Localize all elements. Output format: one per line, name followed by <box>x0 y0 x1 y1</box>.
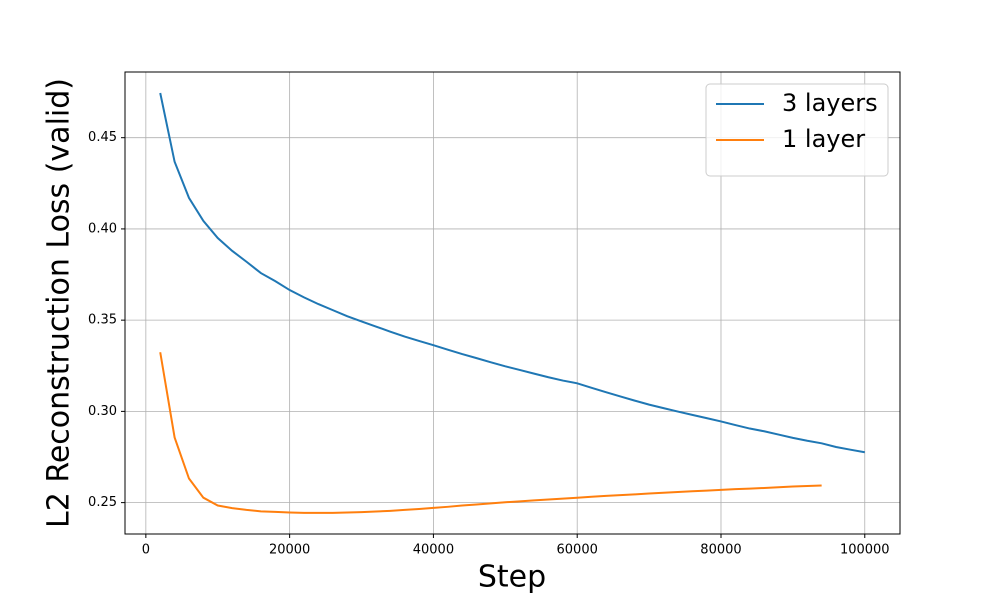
y-tick-label: 0.25 <box>88 495 117 510</box>
y-tick-label: 0.35 <box>88 313 117 328</box>
y-tick-label: 0.45 <box>88 130 117 145</box>
series-line <box>159 352 822 514</box>
x-tick-label: 0 <box>142 543 150 558</box>
x-tick-label: 60000 <box>557 543 598 558</box>
y-axis-label: L2 Reconstruction Loss (valid) <box>42 78 77 528</box>
x-tick-label: 40000 <box>413 543 454 558</box>
legend-label: 1 layer <box>782 125 865 153</box>
x-tick-label: 20000 <box>269 543 310 558</box>
x-tick-label: 100000 <box>840 543 890 558</box>
x-tick-label: 80000 <box>700 543 741 558</box>
y-tick-label: 0.40 <box>88 221 117 236</box>
x-axis-label: Step <box>478 560 546 595</box>
series-line <box>159 92 865 454</box>
y-tick-label: 0.30 <box>88 404 117 419</box>
legend-frame <box>705 83 889 177</box>
legend-label: 3 layers <box>782 89 878 117</box>
plot-frame <box>124 71 901 535</box>
